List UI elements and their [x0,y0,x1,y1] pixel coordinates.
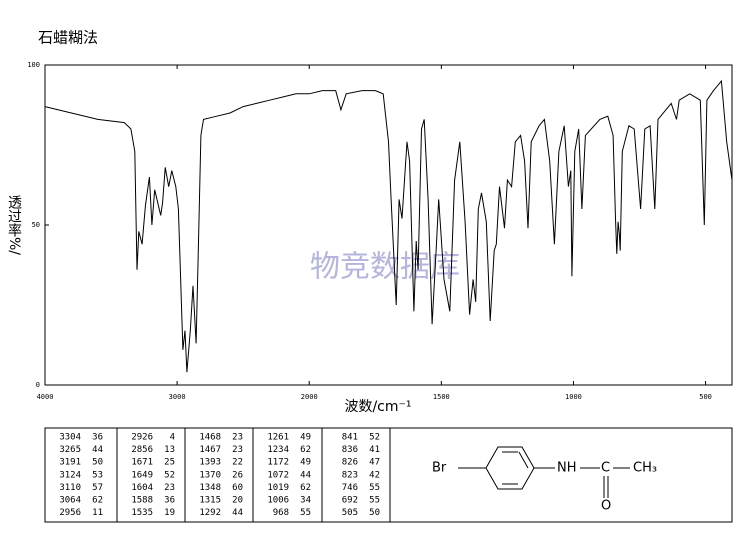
peak-transmittance: 23 [232,445,243,455]
peak-wavenumber: 1467 [199,445,221,455]
peak-wavenumber: 1172 [267,458,289,468]
peak-transmittance: 36 [92,433,103,443]
peak-transmittance: 44 [232,508,243,518]
peak-wavenumber: 3304 [59,433,81,443]
peak-wavenumber: 1370 [199,470,221,480]
peak-wavenumber: 3265 [59,445,81,455]
peak-transmittance: 44 [300,470,311,480]
peak-wavenumber: 1604 [131,483,153,493]
peak-wavenumber: 1588 [131,496,153,506]
structure-bonds [458,446,630,498]
peak-wavenumber: 1234 [267,445,289,455]
x-tick-label: 4000 [37,393,54,401]
peak-transmittance: 50 [92,458,103,468]
x-tick-label: 500 [699,393,712,401]
x-tick-label: 1500 [433,393,450,401]
peak-transmittance: 23 [164,483,175,493]
atom-label: Br [432,461,447,476]
peak-wavenumber: 692 [342,496,358,506]
peak-wavenumber: 1072 [267,470,289,480]
peak-transmittance: 62 [300,445,311,455]
x-tick-label: 1000 [565,393,582,401]
x-tick-label: 2000 [301,393,318,401]
atom-label: O [601,499,611,514]
peak-transmittance: 62 [92,496,103,506]
peak-wavenumber: 1348 [199,483,221,493]
y-tick-label: 100 [27,61,40,69]
peak-transmittance: 44 [92,445,103,455]
table-frame [44,427,733,523]
peak-transmittance: 36 [164,496,175,506]
peak-wavenumber: 505 [342,508,358,518]
peak-wavenumber: 2856 [131,445,153,455]
peak-wavenumber: 3110 [59,483,81,493]
atom-label: C [601,461,610,476]
peak-transmittance: 25 [164,458,175,468]
peak-transmittance: 55 [369,483,380,493]
y-axis-label: 透过率%/ [6,195,22,255]
atom-label: NH [557,461,577,476]
peak-transmittance: 26 [232,470,243,480]
peak-wavenumber: 3124 [59,470,81,480]
peak-wavenumber: 1535 [131,508,153,518]
x-axis-label: 波数/cm⁻¹ [344,399,411,415]
peak-transmittance: 49 [300,433,311,443]
peak-transmittance: 57 [92,483,103,493]
title: 石蜡糊法 [38,29,98,47]
peak-wavenumber: 1292 [199,508,221,518]
peak-transmittance: 20 [232,496,243,506]
peak-wavenumber: 1671 [131,458,153,468]
peak-transmittance: 34 [300,496,311,506]
watermark: 物竞数据库 [310,250,460,285]
peak-transmittance: 62 [300,483,311,493]
peak-wavenumber: 841 [342,433,358,443]
peak-transmittance: 13 [164,445,175,455]
peak-wavenumber: 746 [342,483,358,493]
peak-transmittance: 19 [164,508,175,518]
peak-wavenumber: 1019 [267,483,289,493]
peak-wavenumber: 1006 [267,496,289,506]
peak-transmittance: 22 [232,458,243,468]
peak-transmittance: 50 [369,508,380,518]
peak-transmittance: 52 [164,470,175,480]
peak-transmittance: 4 [170,433,175,443]
peak-transmittance: 11 [92,508,103,518]
peak-transmittance: 60 [232,483,243,493]
peak-transmittance: 55 [369,496,380,506]
peak-wavenumber: 1315 [199,496,221,506]
x-tick-label: 3000 [169,393,186,401]
peak-wavenumber: 3191 [59,458,81,468]
peak-wavenumber: 1468 [199,433,221,443]
peak-wavenumber: 826 [342,458,358,468]
peak-transmittance: 47 [369,458,380,468]
peak-wavenumber: 1649 [131,470,153,480]
peak-transmittance: 23 [232,433,243,443]
peak-transmittance: 52 [369,433,380,443]
y-tick-label: 50 [32,221,40,229]
peak-transmittance: 49 [300,458,311,468]
peak-wavenumber: 1393 [199,458,221,468]
peak-wavenumber: 2926 [131,433,153,443]
spectrum-line [44,79,733,373]
peak-wavenumber: 1261 [267,433,289,443]
peak-transmittance: 42 [369,470,380,480]
peak-wavenumber: 968 [273,508,289,518]
peak-transmittance: 55 [300,508,311,518]
atom-label: CH₃ [633,461,657,476]
peak-transmittance: 53 [92,470,103,480]
peak-wavenumber: 836 [342,445,358,455]
peak-wavenumber: 2956 [59,508,81,518]
table-dividers [116,428,391,522]
plot-frame [44,64,733,386]
peak-wavenumber: 823 [342,470,358,480]
y-tick-label: 0 [36,381,40,389]
peak-wavenumber: 3064 [59,496,81,506]
peak-transmittance: 41 [369,445,380,455]
